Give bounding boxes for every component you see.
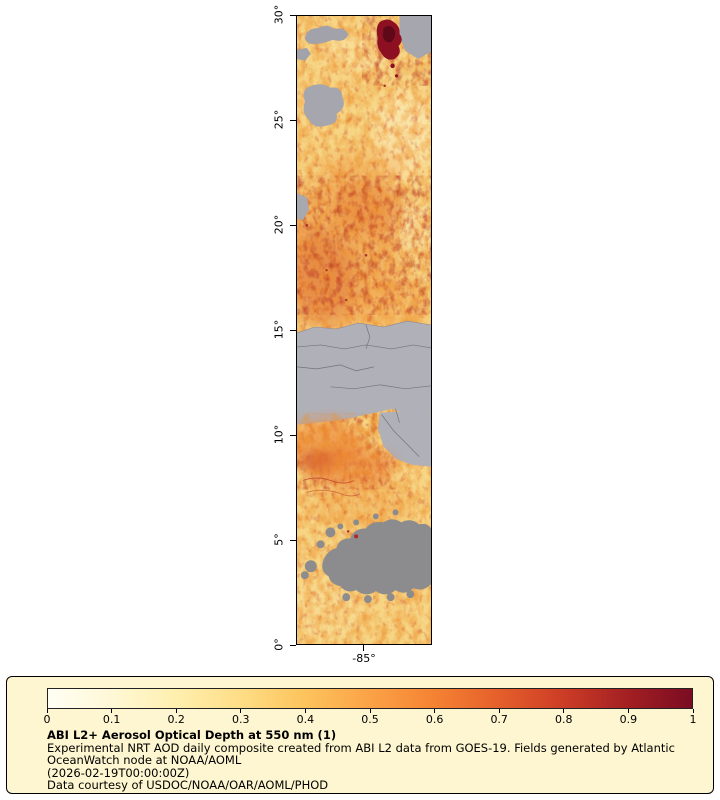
colorbar-tick-label: 0.6 [425,713,444,726]
colorbar-tick-label: 0 [43,713,51,726]
y-axis-label: 30° [272,4,286,25]
colorbar-tick-label: 0.4 [296,713,315,726]
y-axis-tick [290,540,296,541]
legend-courtesy: Data courtesy of USDOC/NOAA/OAR/AOML/PHO… [47,778,329,793]
colorbar-tick-mark [692,709,694,713]
colorbar-tick-mark [563,709,565,713]
legend-text-block: ABI L2+ Aerosol Optical Depth at 550 nm … [47,729,709,792]
legend-description: Experimental NRT AOD daily composite cre… [47,740,675,768]
colorbar-tick-label: 0.8 [555,713,573,726]
aod-map [296,15,432,645]
colorbar-tick-label: 0.1 [102,713,121,726]
aod-map-image [297,16,431,644]
x-axis-tick [363,645,364,651]
colorbar-gradient [47,688,693,709]
legend-panel: 0 0.1 0.2 0.3 0.4 0.5 0.6 0.7 0.8 0.9 1 … [6,676,714,794]
colorbar-tick-mark [434,709,436,713]
y-axis-label: 10° [272,424,286,445]
colorbar-tick-label: 0.2 [167,713,185,726]
colorbar-tick-mark [498,709,500,713]
colorbar-tick-mark [175,709,177,713]
colorbar-tick-label: 1 [689,713,697,726]
y-axis-label: 5° [272,533,286,546]
colorbar-tick-mark [304,709,306,713]
colorbar-tick-mark [627,709,629,713]
y-axis-label: 20° [272,214,286,235]
y-axis-label: 25° [272,109,286,130]
y-axis-tick [290,645,296,646]
colorbar-tick-mark [369,709,371,713]
y-axis-label: 15° [272,319,286,340]
y-axis-tick [290,330,296,331]
x-axis-label: -85° [352,652,376,665]
y-axis-label: 0° [272,638,286,651]
colorbar-tick-mark [46,709,48,713]
legend-title: ABI L2+ Aerosol Optical Depth at 550 nm … [47,728,337,742]
colorbar-ticks: 0 0.1 0.2 0.3 0.4 0.5 0.6 0.7 0.8 0.9 1 [43,709,697,727]
y-axis-tick [290,120,296,121]
legend-timestamp: (2026-02-19T00:00:00Z) [47,765,190,780]
y-axis-tick [290,435,296,436]
colorbar-tick-label: 0.7 [490,713,508,726]
colorbar-tick-label: 0.9 [619,713,638,726]
colorbar-tick-label: 0.5 [361,713,379,726]
colorbar-tick-mark [240,709,242,713]
colorbar-tick-label: 0.3 [232,713,250,726]
y-axis-tick [290,225,296,226]
y-axis-tick [290,15,296,16]
colorbar-tick-mark [111,709,113,713]
